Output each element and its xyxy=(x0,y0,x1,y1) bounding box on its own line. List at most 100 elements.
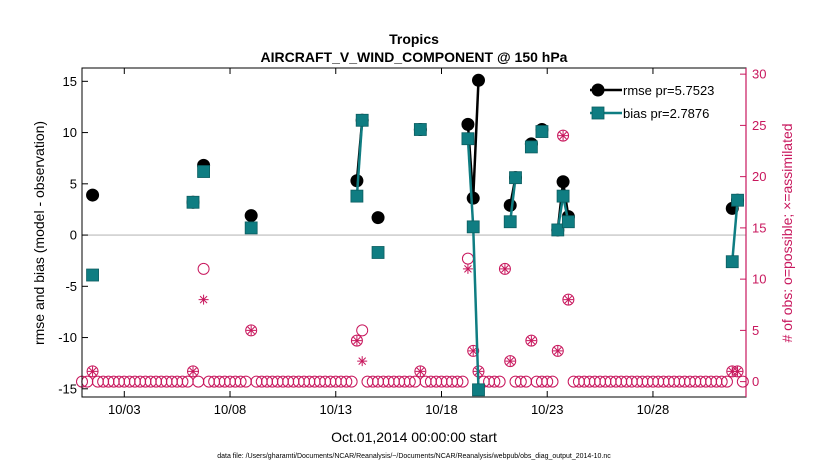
bias-point xyxy=(355,113,369,127)
obs-possible-marker xyxy=(562,293,575,306)
obs-possible-marker xyxy=(176,375,189,388)
obs-assimilated-marker xyxy=(526,335,537,346)
legend-bias-marker xyxy=(591,106,605,120)
obs-assimilated-marker xyxy=(505,356,516,367)
legend-bias-label: bias pr=2.7876 xyxy=(623,106,709,121)
legend: rmse pr=5.7523 bias pr=2.7876 xyxy=(590,83,714,121)
obs-possible-marker xyxy=(546,375,559,388)
obs-assimilated-marker xyxy=(415,366,426,377)
bias-point xyxy=(413,123,427,136)
rmse-point xyxy=(556,175,570,189)
bias-point xyxy=(725,255,739,269)
y-tick-label: 5 xyxy=(70,176,77,191)
x-tick-label: 10/18 xyxy=(425,402,458,417)
obs-possible-marker xyxy=(403,375,416,388)
bias-point xyxy=(86,268,99,282)
obs-possible-marker xyxy=(504,355,517,368)
obs-possible-marker xyxy=(541,375,554,388)
obs-possible-marker xyxy=(234,375,247,388)
y-right-tick-label: 10 xyxy=(752,272,766,287)
bias-point xyxy=(461,132,475,146)
bias-series-segment xyxy=(471,226,480,390)
obs-possible-marker xyxy=(461,252,474,265)
rmse-point xyxy=(466,191,480,205)
obs-possible-marker xyxy=(488,375,501,388)
x-tick-label: 10/23 xyxy=(531,402,564,417)
bias-point xyxy=(524,140,538,154)
y-tick-label: -10 xyxy=(58,330,77,345)
bias-point xyxy=(244,221,258,235)
bias-point xyxy=(561,215,575,229)
bias-point xyxy=(509,171,522,185)
bias-point xyxy=(556,189,570,203)
obs-possible-marker xyxy=(467,344,480,357)
obs-assimilated-marker xyxy=(357,356,368,367)
axes-layer: 10/03 10/08 10/13 10/18 10/23 10/28 -15 -10 -5 0 5… xyxy=(58,67,766,417)
obs-assimilated-marker xyxy=(246,325,257,336)
y-right-tick-label: 15 xyxy=(752,220,766,235)
legend-rmse-label: rmse pr=5.7523 xyxy=(623,83,714,98)
bias-point xyxy=(551,223,565,237)
obs-possible-marker xyxy=(350,334,363,347)
bias-point xyxy=(466,220,480,234)
obs-assimilated-marker xyxy=(499,263,510,274)
y-right-tick-label: 5 xyxy=(752,323,759,338)
bias-point xyxy=(503,215,517,229)
obs-possible-marker xyxy=(498,262,511,275)
y-axis-right-label: # of obs: o=possible; ×=assimilated xyxy=(779,123,795,342)
data-file-footnote: data file: /Users/gharamti/Documents/NCA… xyxy=(217,453,611,460)
series-layer xyxy=(86,73,745,397)
bias-point xyxy=(197,165,210,178)
obs-count-layer xyxy=(76,129,749,388)
y-tick-label: 10 xyxy=(63,125,77,140)
obs-assimilated-marker xyxy=(552,345,563,356)
bias-series-segment xyxy=(731,200,739,262)
x-tick-label: 10/08 xyxy=(214,402,247,417)
rmse-point xyxy=(244,209,258,223)
bias-point xyxy=(186,195,200,209)
rmse-point xyxy=(471,73,485,87)
x-tick-label: 10/13 xyxy=(319,402,352,417)
bias-point xyxy=(371,246,385,259)
rmse-point xyxy=(503,198,517,212)
rmse-point xyxy=(461,117,475,131)
obs-possible-marker xyxy=(736,375,749,388)
obs-possible-marker xyxy=(493,375,506,388)
rmse-point xyxy=(371,211,385,225)
obs-possible-marker xyxy=(451,375,464,388)
obs-assimilated-marker xyxy=(462,263,473,274)
bias-point xyxy=(731,193,744,207)
y-right-tick-label: 0 xyxy=(752,374,759,389)
y-tick-label: 0 xyxy=(70,228,77,243)
rmse-point xyxy=(86,188,100,202)
x-axis-label: Oct.01,2014 00:00:00 start xyxy=(331,429,497,445)
obs-possible-marker xyxy=(187,365,200,378)
obs-possible-marker xyxy=(514,375,527,388)
obs-assimilated-marker xyxy=(87,366,98,377)
obs-assimilated-marker xyxy=(198,294,209,305)
x-tick-label: 10/28 xyxy=(637,402,670,417)
bias-point xyxy=(350,189,364,203)
chart-subtitle: AIRCRAFT_V_WIND_COMPONENT @ 150 hPa xyxy=(261,49,568,65)
bias-series-segment xyxy=(508,177,517,222)
obs-possible-marker xyxy=(414,365,427,378)
obs-assimilated-marker xyxy=(732,366,743,377)
y-right-tick-label: 30 xyxy=(752,67,766,82)
legend-rmse-marker xyxy=(591,83,605,97)
obs-possible-marker xyxy=(456,375,469,388)
obs-possible-marker xyxy=(525,334,538,347)
obs-assimilated-marker xyxy=(563,294,574,305)
y-right-tick-label: 25 xyxy=(752,118,766,133)
obs-assimilated-marker xyxy=(558,130,569,141)
bias-series-segment xyxy=(466,138,475,227)
obs-assimilated-marker xyxy=(468,345,479,356)
y-tick-label: 15 xyxy=(63,74,77,89)
chart-title: Tropics xyxy=(389,31,439,47)
obs-possible-marker xyxy=(345,375,358,388)
obs-assimilated-marker xyxy=(351,335,362,346)
obs-possible-marker xyxy=(720,375,733,388)
y-right-tick-label: 20 xyxy=(752,169,766,184)
y-tick-label: -5 xyxy=(65,279,77,294)
bias-point xyxy=(535,125,549,138)
